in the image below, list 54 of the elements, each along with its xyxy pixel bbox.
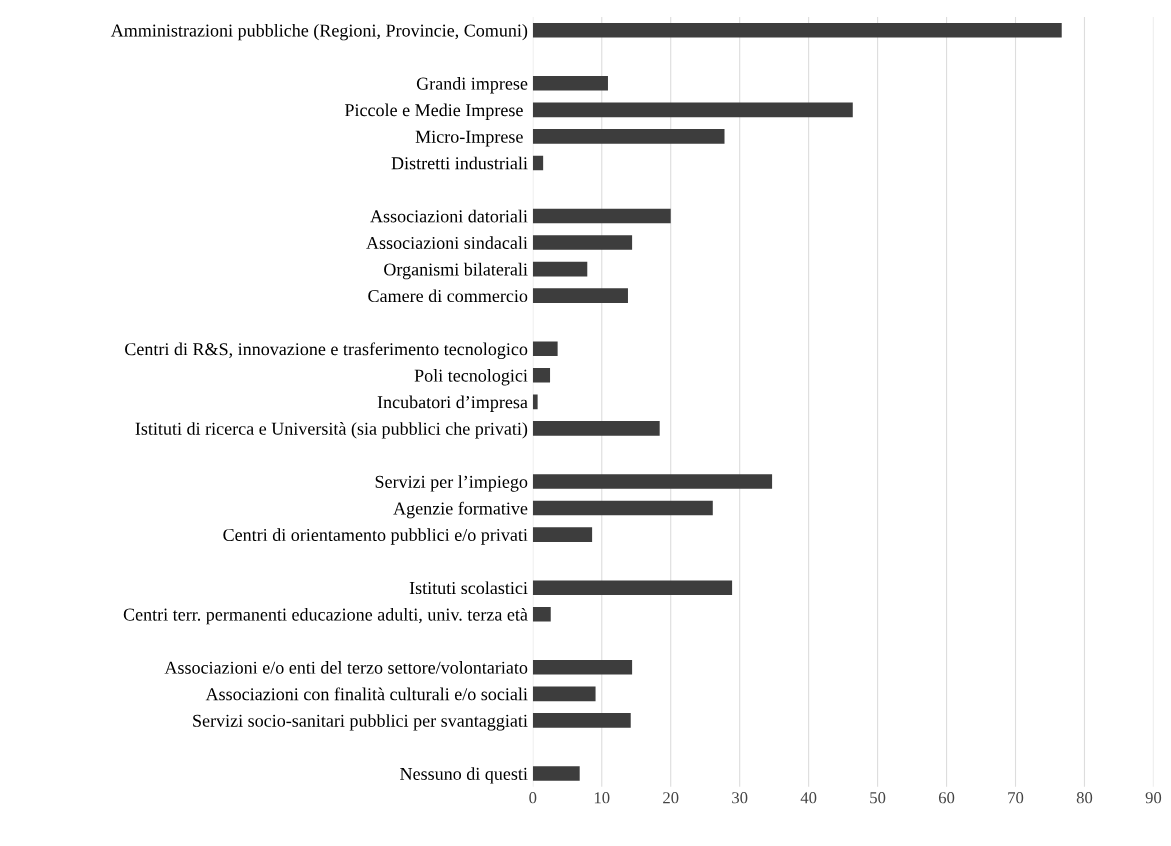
y-tick-label: Servizi socio-sanitari pubblici per svantaggiati xyxy=(193,714,528,731)
bar xyxy=(532,75,608,91)
x-tick-label: 80 xyxy=(1076,792,1093,804)
bar xyxy=(532,368,551,383)
y-tick-label: Servizi per l’impiego xyxy=(375,475,528,492)
x-tick-label: 90 xyxy=(1145,792,1162,804)
bar xyxy=(532,686,596,702)
x-tick-label: 10 xyxy=(594,792,610,804)
x-tick-label: 50 xyxy=(870,792,886,804)
bar xyxy=(532,474,773,489)
y-tick-label: Distretti industriali xyxy=(391,156,528,170)
y-tick-label: Associazioni datoriali xyxy=(370,209,528,223)
y-tick-label: Organismi bilaterali xyxy=(384,262,528,280)
bar xyxy=(532,341,558,357)
x-tick-label: 0 xyxy=(529,792,537,804)
x-tick-label: 70 xyxy=(1008,792,1024,804)
bar xyxy=(532,606,551,622)
bar xyxy=(532,713,631,728)
y-tick-label: Incubatori d’impresa xyxy=(377,395,528,412)
y-tick-label: Istituti di ricerca e Università (sia pubblici che privati) xyxy=(135,422,528,439)
bar xyxy=(532,660,633,675)
y-tick-label: Centri terr. permanenti educazione adulti, univ. terza età xyxy=(123,607,528,625)
y-tick-label: Grandi imprese xyxy=(416,77,528,94)
y-tick-label: Associazioni con finalità culturali e/o sociali xyxy=(205,687,528,701)
y-tick-label: Nessuno di questi xyxy=(400,767,528,784)
bar xyxy=(532,766,580,781)
y-tick-label: Piccole e Medie Imprese xyxy=(344,103,523,120)
y-tick-label: Centri di R&S, innovazione e trasferimento tecnologico xyxy=(125,342,528,360)
bar xyxy=(532,421,660,436)
bar xyxy=(532,102,853,118)
bar xyxy=(532,394,538,410)
bar xyxy=(532,208,671,224)
x-tick-label: 30 xyxy=(732,792,748,804)
x-tick-label: 20 xyxy=(663,792,679,804)
x-tick-label: 40 xyxy=(800,792,817,804)
bar xyxy=(532,580,733,595)
y-tick-label: Amministrazioni pubbliche (Regioni, Provincie, Comuni) xyxy=(110,23,528,41)
y-tick-label: Associazioni sindacali xyxy=(366,236,528,250)
y-tick-label: Associazioni e/o enti del terzo settore/volontariato xyxy=(164,661,528,674)
bar xyxy=(532,288,628,303)
y-tick-label: Centri di orientamento pubblici e/o privati xyxy=(223,528,528,545)
bar xyxy=(532,527,593,542)
bar xyxy=(532,500,713,516)
y-tick-label: Agenzie formative xyxy=(393,501,528,519)
bar xyxy=(532,261,588,277)
bar xyxy=(532,155,544,171)
y-tick-label: Poli tecnologici xyxy=(414,369,528,386)
x-tick-label: 60 xyxy=(938,792,955,804)
y-tick-label: Micro-Imprese xyxy=(415,130,523,147)
y-tick-label: Istituti scolastici xyxy=(409,581,528,595)
bar xyxy=(532,22,1062,38)
bar xyxy=(532,235,633,250)
y-tick-label: Camere di commercio xyxy=(368,289,528,303)
bar xyxy=(532,129,725,144)
